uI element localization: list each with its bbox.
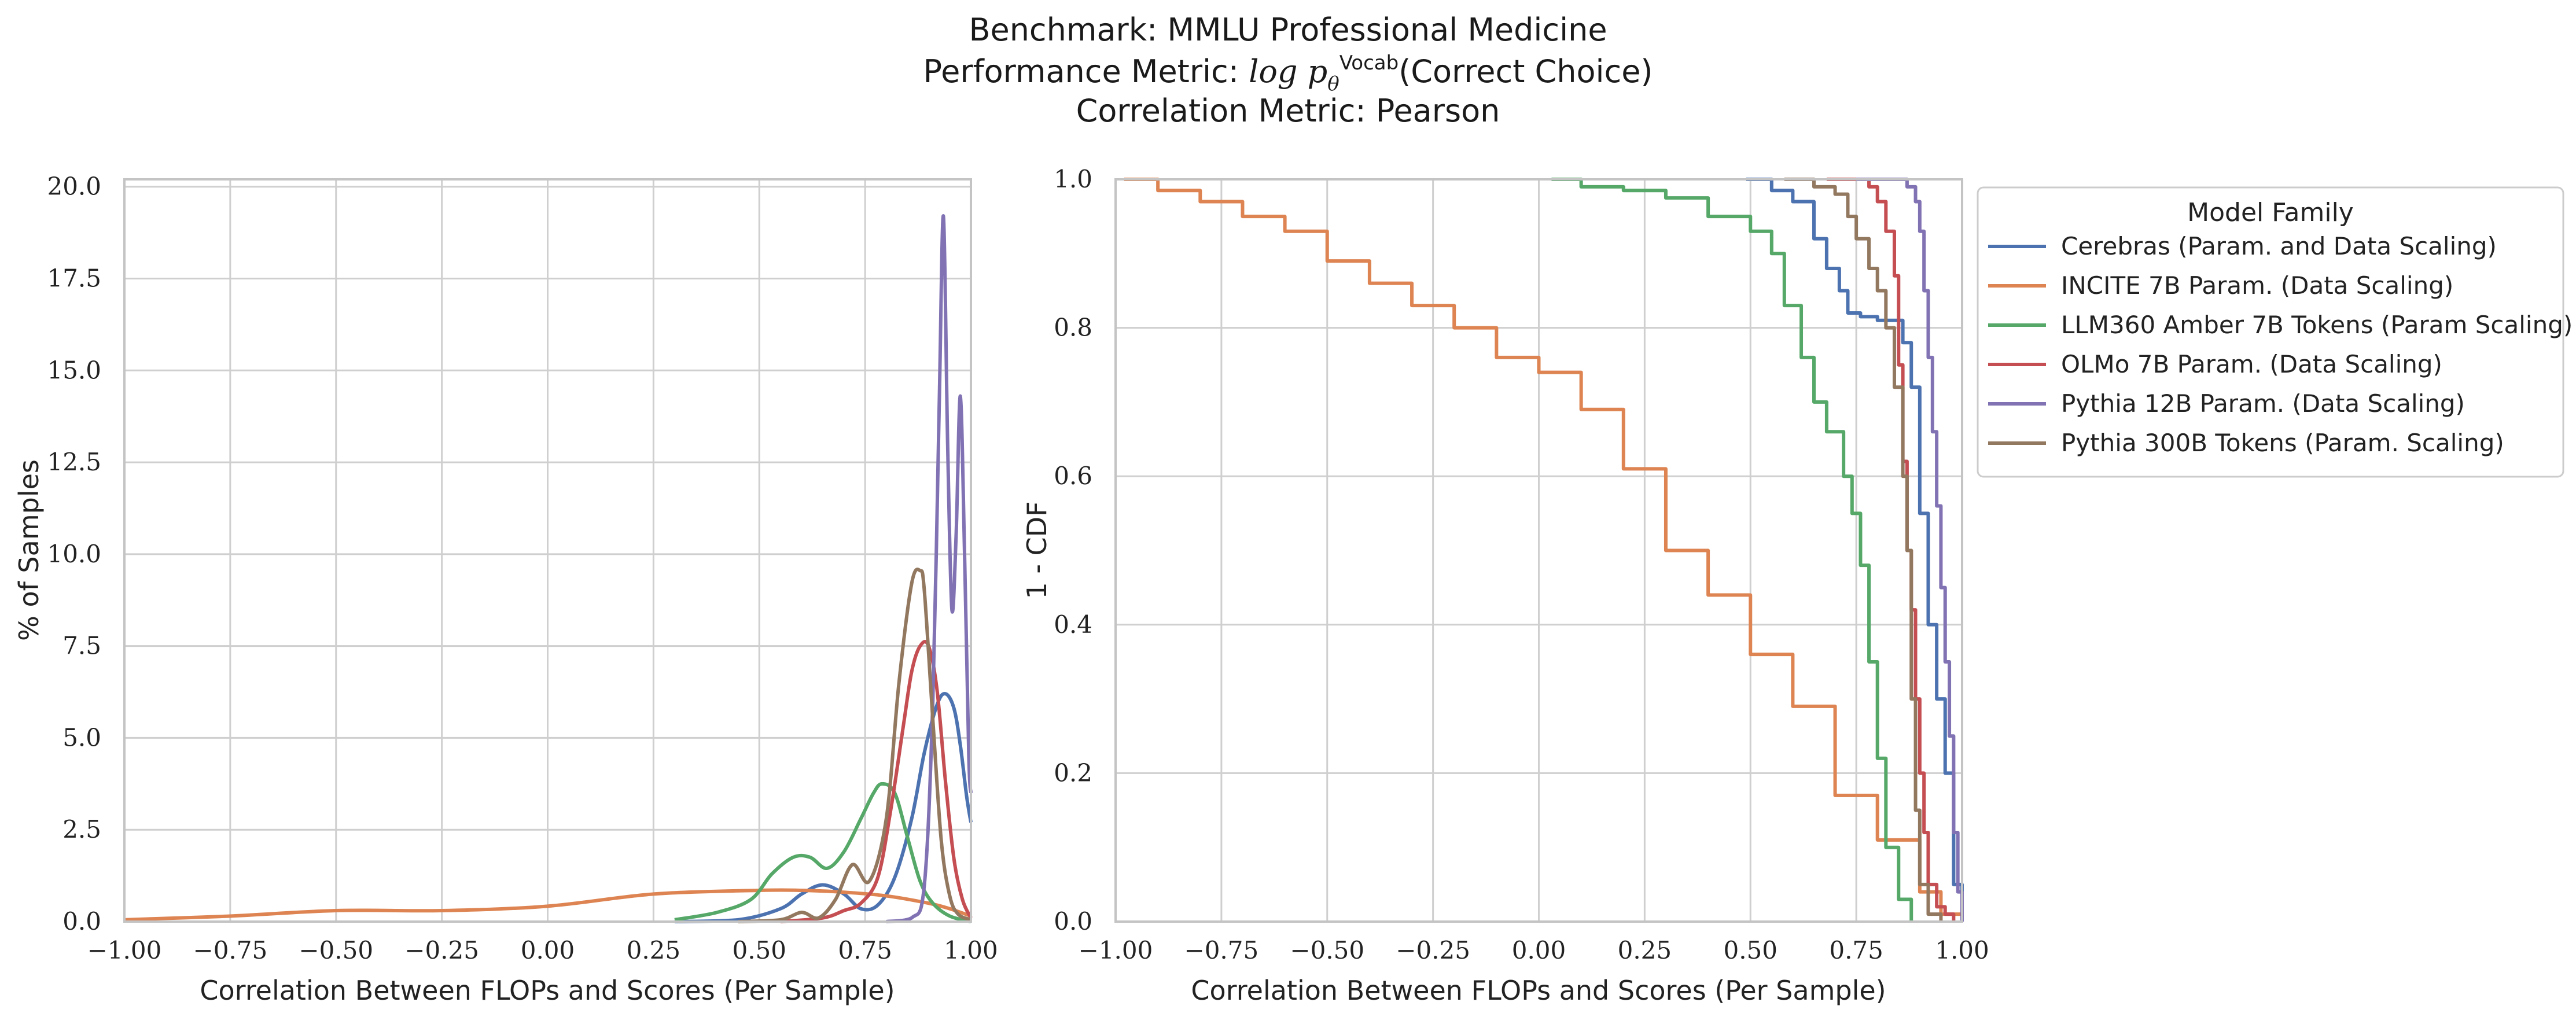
title-line-2-sub: θ — [1327, 72, 1339, 95]
series-line-incite — [124, 888, 971, 922]
title-line-3: Correlation Metric: Pearson — [1076, 93, 1500, 129]
x-tick-label: 0.00 — [1512, 936, 1566, 964]
y-tick-label: 17.5 — [47, 264, 101, 292]
legend-entry-label: Pythia 300B Tokens (Param. Scaling) — [2061, 429, 2504, 457]
series-line-olmo — [780, 640, 973, 923]
y-tick-label: 0.4 — [1054, 610, 1092, 639]
y-tick-label: 10.0 — [47, 540, 101, 568]
x-tick-label: −0.75 — [193, 936, 268, 964]
series-line-cerebras — [674, 692, 973, 923]
legend-entry-label: Cerebras (Param. and Data Scaling) — [2061, 232, 2497, 260]
y-tick-label: 0.6 — [1054, 462, 1092, 490]
title-line-2-suffix: (Correct Choice) — [1399, 53, 1653, 90]
kde-y-axis-label: % of Samples — [13, 459, 45, 641]
y-tick-label: 7.5 — [62, 632, 101, 660]
legend-entries: Cerebras (Param. and Data Scaling) INCITE… — [1988, 232, 2573, 457]
kde-plot-frame — [123, 178, 972, 923]
x-tick-label: −1.00 — [1079, 936, 1153, 964]
survival-y-axis-label: 1 - CDF — [1021, 501, 1053, 599]
y-tick-label: 0.0 — [62, 907, 101, 935]
legend-entry-label: INCITE 7B Param. (Data Scaling) — [2061, 271, 2453, 300]
title-line-2-prefix: Performance Metric: — [923, 53, 1249, 90]
x-tick-label: 0.50 — [732, 936, 786, 964]
y-tick-label: 0.8 — [1054, 314, 1092, 342]
x-tick-label: −0.50 — [299, 936, 373, 964]
survival-plot-frame — [1114, 178, 1963, 923]
x-tick-label: −0.25 — [404, 936, 479, 964]
series-line-pythia12b — [1856, 178, 1964, 922]
series-line-pythia12b — [886, 214, 973, 923]
x-tick-label: 0.25 — [1618, 936, 1672, 964]
legend-entry-label: Pythia 12B Param. (Data Scaling) — [2061, 389, 2465, 418]
figure-title: Benchmark: MMLU Professional Medicine Pe… — [923, 12, 1653, 129]
y-tick-label: 5.0 — [62, 723, 101, 752]
series-line-llm360 — [1551, 178, 1913, 922]
kde-plot: −1.00 −0.75 −0.50 −0.25 0.00 0.25 0.50 0.75 1.00… — [13, 172, 998, 1006]
survival-series — [1124, 178, 1964, 922]
legend-entry-label: LLM360 Amber 7B Tokens (Param Scaling) — [2061, 311, 2573, 339]
kde-x-ticks: −1.00 −0.75 −0.50 −0.25 0.00 0.25 0.50 0.75 1.00 — [87, 936, 998, 964]
x-tick-label: 0.25 — [627, 936, 681, 964]
series-line-incite — [1124, 178, 1964, 922]
kde-y-ticks: 0.0 2.5 5.0 7.5 10.0 12.5 15.0 17.5 20.0 — [47, 172, 101, 935]
x-tick-label: −0.50 — [1290, 936, 1364, 964]
x-tick-label: −1.00 — [87, 936, 162, 964]
survival-x-ticks: −1.00 −0.75 −0.50 −0.25 0.00 0.25 0.50 0.75 1.00 — [1079, 936, 1989, 964]
legend: Model Family Cerebras (Param. and Data S… — [1977, 186, 2573, 478]
kde-grid — [123, 179, 972, 923]
x-tick-label: 0.75 — [1829, 936, 1883, 964]
y-tick-label: 20.0 — [47, 172, 101, 201]
series-line-pythia300b — [738, 568, 972, 923]
survival-y-ticks: 0.0 0.2 0.4 0.6 0.8 1.0 — [1054, 165, 1092, 935]
survival-grid — [1114, 178, 1963, 923]
title-line-1: Benchmark: MMLU Professional Medicine — [969, 12, 1607, 48]
title-line-2: Performance Metric: log pθVocab(Correct … — [923, 51, 1653, 95]
x-tick-label: 0.75 — [838, 936, 892, 964]
survival-plot: −1.00 −0.75 −0.50 −0.25 0.00 0.25 0.50 0.75 1.00… — [1021, 165, 1989, 1006]
legend-title: Model Family — [2187, 198, 2354, 227]
y-tick-label: 0.0 — [1054, 907, 1092, 935]
y-tick-label: 15.0 — [47, 356, 101, 384]
title-line-2-math: log p — [1249, 53, 1327, 90]
kde-x-axis-label: Correlation Between FLOPs and Scores (Pe… — [200, 975, 895, 1006]
kde-series — [124, 214, 973, 923]
legend-box — [1977, 186, 2564, 478]
x-tick-label: 1.00 — [1935, 936, 1989, 964]
x-tick-label: 0.50 — [1723, 936, 1778, 964]
y-tick-label: 0.2 — [1054, 758, 1092, 787]
series-line-cerebras — [1746, 178, 1964, 922]
x-tick-label: −0.25 — [1396, 936, 1470, 964]
legend-entry-label: OLMo 7B Param. (Data Scaling) — [2061, 350, 2442, 378]
y-tick-label: 1.0 — [1054, 165, 1092, 193]
y-tick-label: 2.5 — [62, 815, 101, 843]
y-tick-label: 12.5 — [47, 448, 101, 476]
x-tick-label: 0.00 — [521, 936, 575, 964]
x-tick-label: 1.00 — [944, 936, 998, 964]
survival-x-axis-label: Correlation Between FLOPs and Scores (Pe… — [1191, 975, 1886, 1006]
series-line-pythia300b — [1784, 178, 1943, 922]
x-tick-label: −0.75 — [1184, 936, 1259, 964]
title-line-2-sup: Vocab — [1339, 51, 1399, 75]
